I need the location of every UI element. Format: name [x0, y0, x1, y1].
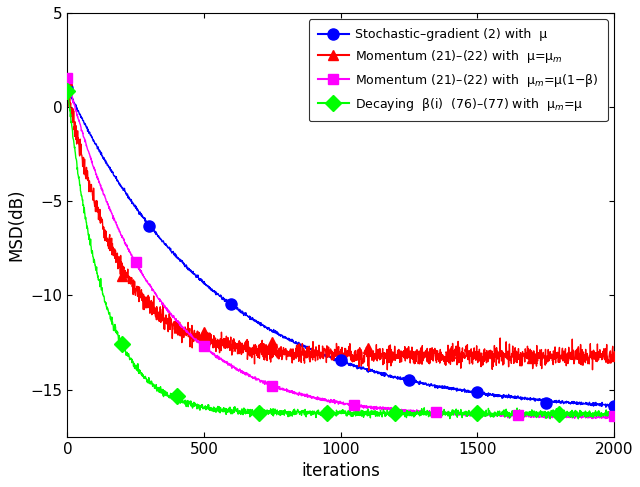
Momentum (21)–(22) with  μ$_m$=μ(1−β): [610, 413, 618, 419]
Decaying  β(i)  (76)–(77) with  μ$_m$=μ: [63, 88, 71, 94]
Stochastic–gradient (2) with  μ: [63, 85, 71, 91]
Momentum (21)–(22) with  μ=μ$_m$: [266, 353, 274, 358]
Momentum (21)–(22) with  μ=μ$_m$: [112, 260, 120, 265]
Momentum (21)–(22) with  μ$_m$=μ(1−β): [266, 382, 274, 388]
Momentum (21)–(22) with  μ=μ$_m$: [76, 153, 83, 159]
Decaying  β(i)  (76)–(77) with  μ$_m$=μ: [575, 416, 582, 422]
Stochastic–gradient (2) with  μ: [610, 403, 618, 409]
Decaying  β(i)  (76)–(77) with  μ$_m$=μ: [64, 88, 72, 94]
Momentum (21)–(22) with  μ=μ$_m$: [93, 198, 100, 204]
Decaying  β(i)  (76)–(77) with  μ$_m$=μ: [76, 182, 84, 188]
Stochastic–gradient (2) with  μ: [602, 404, 610, 410]
Decaying  β(i)  (76)–(77) with  μ$_m$=μ: [392, 412, 400, 417]
Decaying  β(i)  (76)–(77) with  μ$_m$=μ: [513, 411, 521, 416]
Stochastic–gradient (2) with  μ: [513, 395, 521, 401]
Decaying  β(i)  (76)–(77) with  μ$_m$=μ: [610, 411, 618, 417]
Line: Momentum (21)–(22) with  μ=μ$_m$: Momentum (21)–(22) with μ=μ$_m$: [67, 80, 614, 371]
Momentum (21)–(22) with  μ$_m$=μ(1−β): [76, 120, 83, 126]
Momentum (21)–(22) with  μ$_m$=μ(1−β): [513, 411, 521, 417]
Line: Decaying  β(i)  (76)–(77) with  μ$_m$=μ: Decaying β(i) (76)–(77) with μ$_m$=μ: [67, 91, 614, 419]
X-axis label: iterations: iterations: [301, 462, 380, 480]
Momentum (21)–(22) with  μ=μ$_m$: [610, 353, 618, 359]
Line: Stochastic–gradient (2) with  μ: Stochastic–gradient (2) with μ: [67, 88, 614, 407]
Decaying  β(i)  (76)–(77) with  μ$_m$=μ: [113, 329, 120, 335]
Line: Momentum (21)–(22) with  μ$_m$=μ(1−β): Momentum (21)–(22) with μ$_m$=μ(1−β): [67, 78, 614, 418]
Stochastic–gradient (2) with  μ: [266, 327, 274, 333]
Momentum (21)–(22) with  μ$_m$=μ(1−β): [93, 174, 100, 180]
Stochastic–gradient (2) with  μ: [392, 375, 399, 380]
Decaying  β(i)  (76)–(77) with  μ$_m$=μ: [267, 406, 275, 412]
Stochastic–gradient (2) with  μ: [76, 112, 83, 117]
Momentum (21)–(22) with  μ$_m$=μ(1−β): [602, 415, 610, 421]
Momentum (21)–(22) with  μ$_m$=μ(1−β): [392, 408, 399, 413]
Momentum (21)–(22) with  μ=μ$_m$: [392, 352, 400, 358]
Momentum (21)–(22) with  μ=μ$_m$: [63, 77, 71, 83]
Stochastic–gradient (2) with  μ: [93, 143, 100, 149]
Momentum (21)–(22) with  μ$_m$=μ(1−β): [63, 75, 71, 81]
Momentum (21)–(22) with  μ$_m$=μ(1−β): [112, 219, 120, 225]
Y-axis label: MSD(dB): MSD(dB): [7, 188, 25, 261]
Stochastic–gradient (2) with  μ: [112, 176, 120, 182]
Momentum (21)–(22) with  μ=μ$_m$: [365, 368, 372, 374]
Legend: Stochastic–gradient (2) with  μ, Momentum (21)–(22) with  μ=μ$_m$, Momentum (21): Stochastic–gradient (2) with μ, Momentum…: [309, 19, 607, 121]
Decaying  β(i)  (76)–(77) with  μ$_m$=μ: [93, 270, 101, 276]
Momentum (21)–(22) with  μ=μ$_m$: [513, 356, 521, 362]
